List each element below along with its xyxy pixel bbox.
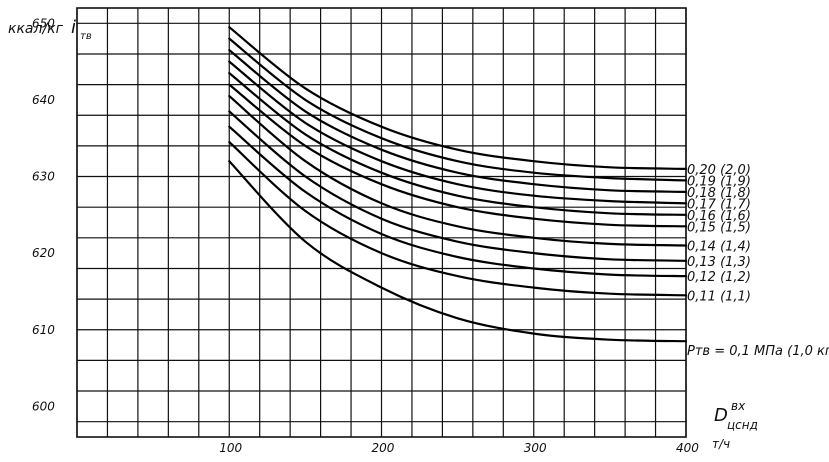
series-label: Pтв = 0,1 МПа (1,0 кгс/см²) (687, 344, 829, 359)
y-axis-subscript: тв (80, 31, 92, 42)
y-tick-label: 640 (32, 93, 55, 107)
x-axis-subscript: цснд (727, 418, 758, 432)
y-tick-label: 650 (32, 16, 55, 30)
x-tick-label: 400 (676, 441, 699, 455)
x-tick-label: 200 (372, 441, 395, 455)
series-label: 0,12 (1,2) (687, 270, 751, 285)
series-label: 0,19 (1,9) (687, 174, 751, 189)
series-line (228, 125, 688, 278)
series-label: 0,20 (2,0) (687, 163, 751, 178)
series-line (228, 49, 688, 193)
series-line (228, 37, 688, 182)
y-tick-label: 630 (32, 170, 55, 184)
y-tick-label: 620 (32, 246, 55, 260)
curves (228, 26, 688, 343)
y-axis-symbol: i (71, 17, 76, 38)
y-tick-label: 600 (32, 399, 55, 413)
grid (76, 7, 687, 438)
y-axis-units: ккал/кг (8, 21, 64, 37)
series-line (228, 60, 688, 205)
series-label: 0,14 (1,4) (687, 239, 751, 254)
series-label: 0,18 (1,8) (687, 186, 751, 201)
series-label: 0,13 (1,3) (687, 255, 751, 270)
series-line (228, 141, 688, 297)
x-tick-label: 300 (524, 441, 547, 455)
x-axis-superscript: вх (731, 399, 746, 413)
x-axis-symbol: D (714, 405, 728, 426)
series-label: 0,11 (1,1) (687, 289, 751, 304)
series-label: 0,16 (1,6) (687, 209, 751, 224)
series-line (228, 26, 688, 170)
curve-labels: 0,20 (2,0)0,19 (1,9)0,18 (1,8)0,17 (1,7)… (687, 163, 829, 359)
series-label: 0,17 (1,7) (687, 197, 751, 212)
series-line (228, 160, 688, 343)
plot-frame (76, 7, 687, 438)
series-label: 0,15 (1,5) (687, 220, 751, 235)
tick-labels: 100 200 300 400 600 610 620 630 640 650 (32, 16, 699, 455)
series-line (228, 72, 688, 216)
series-line (228, 83, 688, 228)
x-axis-units: т/ч (712, 437, 730, 451)
series-line (228, 95, 688, 247)
x-tick-label: 100 (219, 441, 242, 455)
series-line (228, 110, 688, 262)
y-tick-label: 610 (32, 323, 55, 337)
